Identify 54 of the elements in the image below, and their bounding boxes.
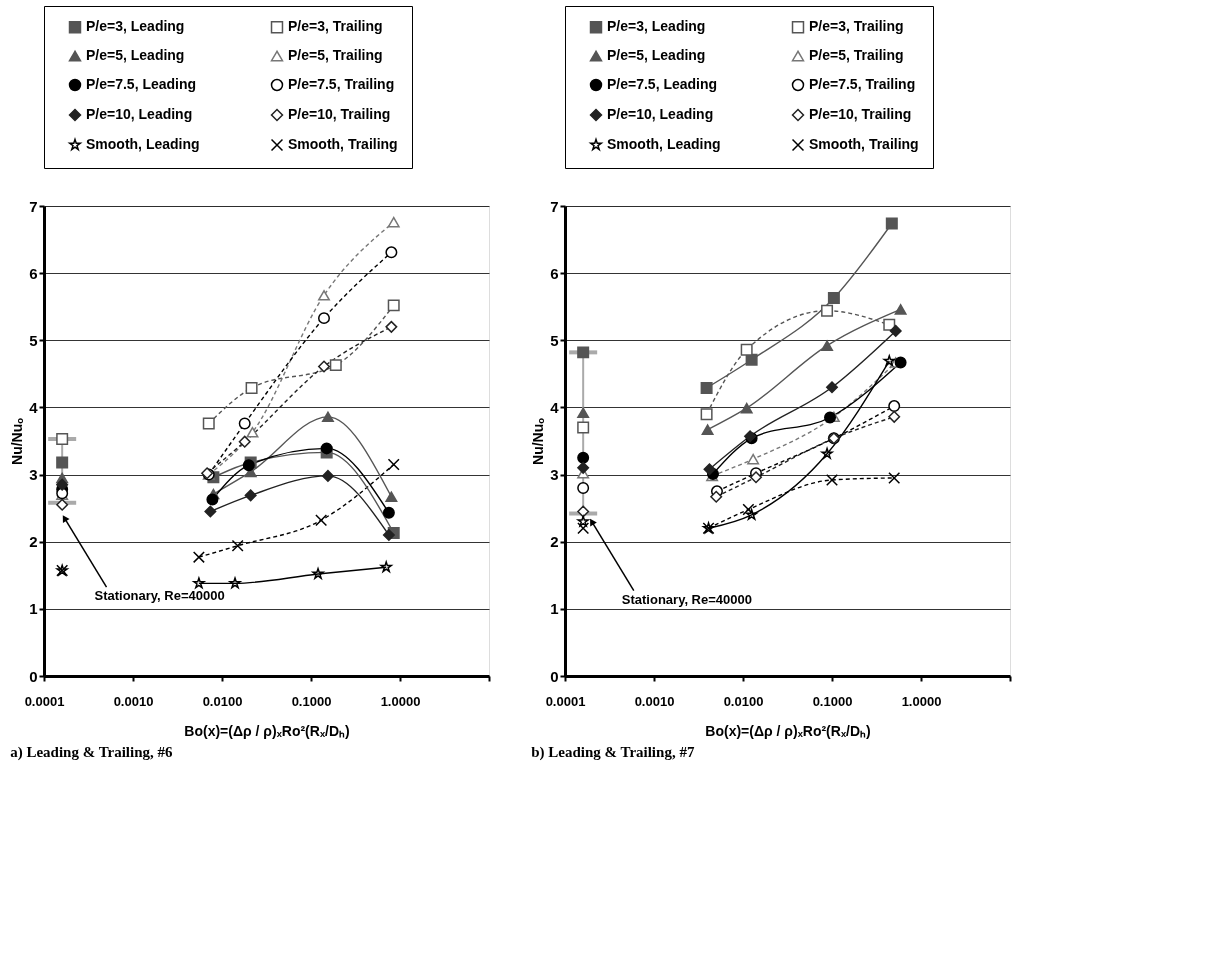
- x-tick-label: 0.0001: [24, 693, 65, 709]
- legend-label: Smooth, Trailing: [809, 136, 919, 152]
- y-tick-label: 3: [29, 466, 38, 484]
- legend-label: P/e=7.5, Trailing: [809, 76, 916, 92]
- y-tick-label: 1: [29, 600, 38, 618]
- x-tick-label: 1.0000: [380, 693, 421, 709]
- x-tick-label: 0.0100: [723, 693, 764, 709]
- legend-label: P/e=10, Trailing: [288, 106, 391, 122]
- y-axis-title: Nu/Nuₒ: [9, 417, 26, 465]
- legend-label: P/e=3, Leading: [607, 18, 706, 35]
- y-tick-label: 0: [29, 667, 38, 685]
- text: b) Leading & Trailing, #7: [531, 743, 695, 761]
- legend-label: Smooth, Trailing: [288, 136, 398, 152]
- y-tick-label: 4: [29, 398, 39, 416]
- legend-label: P/e=10, Trailing: [809, 106, 912, 122]
- x-tick-label: 0.0001: [545, 693, 586, 709]
- x-tick-label: 0.0010: [634, 693, 675, 709]
- legend-label: Smooth, Leading: [86, 136, 200, 152]
- legend-label: P/e=3, Trailing: [809, 18, 904, 35]
- y-tick-label: 4: [550, 398, 560, 416]
- legend-label: P/e=3, Trailing: [288, 18, 383, 35]
- legend-label: P/e=7.5, Leading: [86, 76, 197, 92]
- x-tick-label: 1.0000: [901, 693, 942, 709]
- legend-label: P/e=7.5, Leading: [607, 76, 718, 92]
- annotation: Stationary, Re=40000: [621, 591, 752, 607]
- y-tick-label: 3: [550, 466, 559, 484]
- legend-label: P/e=7.5, Trailing: [288, 76, 395, 92]
- y-tick-label: 6: [29, 264, 38, 282]
- y-tick-label: 2: [29, 533, 38, 551]
- y-tick-label: 7: [29, 197, 38, 215]
- y-tick-label: 5: [550, 331, 559, 349]
- y-tick-label: 6: [550, 264, 559, 282]
- legend-label: P/e=10, Leading: [86, 106, 193, 122]
- x-tick-label: 0.0010: [113, 693, 154, 709]
- legend-label: P/e=5, Trailing: [809, 47, 904, 63]
- x-tick-label: 0.1000: [291, 693, 332, 709]
- x-axis-title: Bo(x)=(Δρ / ρ)ₓRo²(Rₓ/Dₕ): [184, 722, 350, 739]
- legend-label: P/e=5, Leading: [607, 47, 706, 63]
- legend-label: P/e=5, Leading: [86, 47, 185, 63]
- legend-label: P/e=5, Trailing: [288, 47, 383, 63]
- legend-label: Smooth, Leading: [607, 136, 721, 152]
- legend-label: P/e=3, Leading: [86, 18, 185, 35]
- legend-label: P/e=10, Leading: [607, 106, 714, 122]
- text: a) Leading & Trailing, #6: [10, 743, 174, 761]
- x-tick-label: 0.0100: [202, 693, 243, 709]
- annotation: Stationary, Re=40000: [94, 588, 225, 604]
- y-tick-label: 0: [550, 667, 559, 685]
- y-tick-label: 5: [29, 331, 38, 349]
- x-axis-title: Bo(x)=(Δρ / ρ)ₓRo²(Rₓ/Dₕ): [705, 722, 871, 739]
- y-tick-label: 1: [550, 600, 559, 618]
- x-tick-label: 0.1000: [812, 693, 853, 709]
- y-axis-title: Nu/Nuₒ: [530, 417, 547, 465]
- y-tick-label: 7: [550, 197, 559, 215]
- y-tick-label: 2: [550, 533, 559, 551]
